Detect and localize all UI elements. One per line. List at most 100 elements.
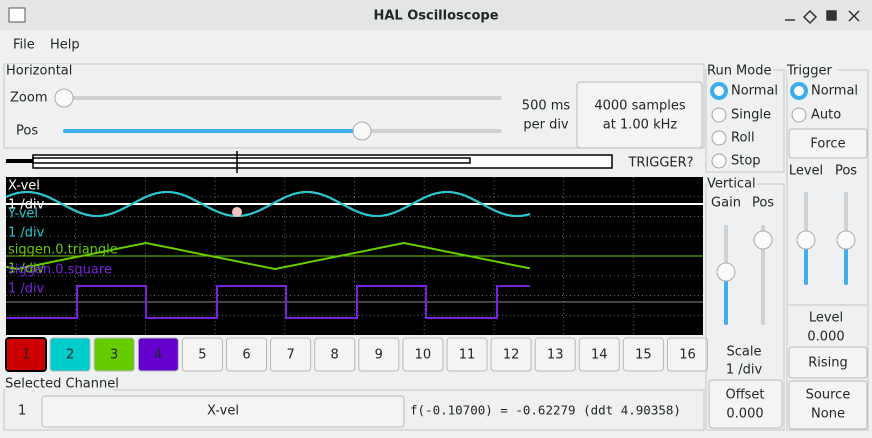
level-title: Level [809, 311, 843, 326]
channel-button[interactable] [314, 337, 356, 372]
source-value: None [811, 407, 845, 422]
channel-name: X-vel [207, 404, 239, 419]
pos-handle[interactable] [352, 121, 372, 141]
radio-button[interactable] [791, 107, 807, 123]
channel-number: 6 [242, 348, 250, 363]
radio-button[interactable] [711, 107, 727, 123]
title-bar [0, 0, 872, 30]
channel-button[interactable] [622, 337, 664, 372]
channel-button[interactable] [226, 337, 267, 372]
channel-number: 15 [635, 348, 652, 363]
channel-number: 12 [503, 348, 520, 363]
selected-channel-title: Selected Channel [5, 377, 119, 392]
gain-handle[interactable] [716, 262, 736, 282]
channel-name-button[interactable] [41, 395, 405, 428]
tpos-slider-label: Pos [835, 164, 857, 179]
rate-line: 500 ms [522, 99, 571, 114]
channel-number: 10 [415, 348, 432, 363]
trace-scale: 1 /div [8, 282, 45, 297]
channel-button[interactable] [534, 337, 576, 372]
channel-number: 2 [66, 348, 74, 363]
window-icon [8, 7, 26, 23]
zoom-slider[interactable] [63, 96, 502, 100]
zoom-label: Zoom [10, 91, 47, 106]
channel-button[interactable] [270, 337, 312, 372]
radio-label: Single [731, 108, 771, 123]
channel-number: 16 [679, 348, 696, 363]
window-title: HAL Oscilloscope [373, 9, 498, 24]
gain-label: Gain [711, 196, 741, 211]
source-label: Source [806, 388, 851, 403]
menu-help[interactable]: Help [50, 38, 80, 53]
samples-button[interactable] [576, 81, 703, 149]
channel-button[interactable] [5, 337, 47, 372]
vpos-handle[interactable] [753, 230, 773, 250]
menu-file[interactable]: File [13, 38, 35, 53]
channel-number: 3 [110, 348, 118, 363]
channel-button[interactable] [402, 337, 444, 372]
channel-button[interactable] [446, 337, 488, 372]
radio-label: Normal [731, 84, 778, 99]
force-label: Force [810, 137, 845, 152]
source-button[interactable] [788, 380, 868, 430]
channel-number: 8 [331, 348, 339, 363]
tpos-handle[interactable] [836, 230, 856, 250]
channel-button[interactable] [137, 337, 179, 372]
channel-readout: f(-0.10700) = -0.62279 (ddt 4.90358) [410, 403, 681, 418]
triangle-trace [5, 241, 531, 271]
radio-label: Normal [811, 84, 858, 99]
vpos-slider[interactable] [761, 225, 765, 325]
record-overview [6, 151, 613, 173]
horizontal-frame [3, 63, 705, 149]
radio-label: Roll [731, 131, 755, 146]
trace-label: siggen.0.triangle [8, 243, 118, 258]
trace-scale: 1 /div [8, 262, 45, 277]
channel-button[interactable] [667, 337, 708, 372]
level-handle[interactable] [796, 230, 816, 250]
radio-button[interactable] [711, 153, 727, 169]
channel-number: 9 [375, 348, 383, 363]
level-slider-label: Level [789, 164, 823, 179]
selected-channel-number: 1 [18, 404, 26, 419]
channel-button[interactable] [181, 337, 223, 372]
zoom-handle[interactable] [54, 88, 74, 108]
channel-number: 7 [286, 348, 294, 363]
scale-label: Scale [727, 345, 762, 360]
radio-button[interactable] [711, 130, 727, 146]
run-mode-title: Run Mode [707, 64, 771, 79]
channel-number: 4 [154, 348, 162, 363]
scale-value: 1 /div [726, 363, 763, 378]
edge-button[interactable] [788, 346, 868, 379]
samples-line: 4000 samples [594, 99, 685, 114]
channel-button[interactable] [358, 337, 400, 372]
channel-button[interactable] [49, 337, 91, 372]
channel-number: 1 [22, 348, 30, 363]
channel-number: 11 [459, 348, 476, 363]
channel-number: 5 [198, 348, 206, 363]
samples-line: at 1.00 kHz [603, 118, 678, 133]
channel-button[interactable] [93, 337, 135, 372]
horizontal-title: Horizontal [6, 64, 72, 79]
window-controls[interactable] [785, 9, 860, 25]
force-button[interactable] [788, 128, 868, 159]
level-value: 0.000 [807, 330, 844, 345]
trace-label: siggen.0.square [8, 263, 112, 278]
square-trace [6, 285, 530, 319]
offset-button[interactable] [708, 379, 783, 429]
radio-button[interactable] [790, 82, 808, 100]
trace-scale: 1 /div [8, 226, 45, 241]
channel-button[interactable] [578, 337, 620, 372]
channel-number: 13 [547, 348, 564, 363]
pos-label: Pos [16, 124, 38, 139]
edge-label: Rising [808, 356, 848, 371]
radio-button[interactable] [710, 82, 728, 100]
vpos-label: Pos [752, 196, 774, 211]
radio-label: Stop [731, 154, 761, 169]
trigger-point [232, 207, 242, 217]
selected-channel-frame [3, 389, 705, 431]
trigger-title: Trigger [786, 64, 832, 79]
radio-label: Auto [811, 108, 841, 123]
channel-button[interactable] [490, 337, 532, 372]
pos-slider-fill [63, 129, 362, 133]
